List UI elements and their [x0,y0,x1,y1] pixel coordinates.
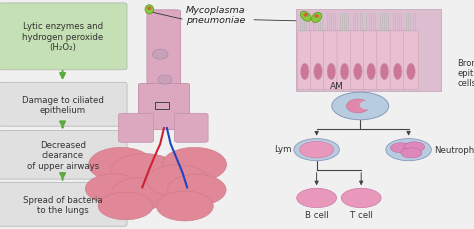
Ellipse shape [380,64,389,80]
Text: Neutrophil: Neutrophil [434,145,474,155]
Text: B cell: B cell [305,210,328,219]
Ellipse shape [162,148,227,182]
Text: Decreased
clearance
of upper airways: Decreased clearance of upper airways [27,140,99,170]
FancyBboxPatch shape [0,4,127,71]
FancyBboxPatch shape [174,114,208,143]
Ellipse shape [85,174,142,204]
FancyBboxPatch shape [0,183,127,226]
FancyBboxPatch shape [390,31,405,90]
Ellipse shape [98,192,153,220]
Ellipse shape [301,12,311,22]
Text: Lytic enzymes and
hydrogen peroxide
(H₂O₂): Lytic enzymes and hydrogen peroxide (H₂O… [22,22,103,52]
Text: Mycoplasma
pneumoniae: Mycoplasma pneumoniae [186,6,246,25]
Ellipse shape [360,101,374,110]
Circle shape [300,142,334,158]
FancyBboxPatch shape [403,31,419,90]
Circle shape [386,139,431,161]
Ellipse shape [110,154,179,190]
Circle shape [404,142,425,152]
Ellipse shape [340,64,349,80]
Ellipse shape [327,64,336,80]
Ellipse shape [303,14,308,18]
FancyBboxPatch shape [364,31,379,90]
FancyBboxPatch shape [147,11,181,93]
FancyBboxPatch shape [0,131,127,179]
FancyBboxPatch shape [350,31,365,90]
FancyBboxPatch shape [337,31,352,90]
Text: T cell: T cell [350,210,373,219]
FancyBboxPatch shape [0,83,127,127]
Circle shape [294,139,339,161]
FancyBboxPatch shape [118,114,154,143]
Ellipse shape [153,50,168,60]
Circle shape [341,188,381,208]
Text: AM: AM [329,82,343,90]
Ellipse shape [301,64,309,80]
FancyBboxPatch shape [138,84,190,130]
Ellipse shape [314,15,319,19]
Circle shape [401,148,422,158]
Text: Damage to ciliated
epithelium: Damage to ciliated epithelium [22,95,104,114]
Text: Lym: Lym [274,144,292,153]
Ellipse shape [156,191,213,221]
Ellipse shape [407,64,415,80]
Ellipse shape [89,148,153,182]
Ellipse shape [158,76,172,85]
Ellipse shape [111,177,173,210]
FancyBboxPatch shape [310,31,326,90]
FancyBboxPatch shape [377,31,392,90]
Circle shape [332,93,389,120]
Ellipse shape [147,165,209,197]
Ellipse shape [311,13,322,23]
Ellipse shape [314,64,322,80]
Ellipse shape [354,64,362,80]
FancyBboxPatch shape [296,10,441,92]
FancyBboxPatch shape [297,31,312,90]
Ellipse shape [346,100,369,113]
FancyBboxPatch shape [324,31,339,90]
Ellipse shape [145,6,154,15]
Ellipse shape [167,174,226,206]
Circle shape [391,143,411,153]
Ellipse shape [367,64,375,80]
Circle shape [297,188,337,208]
Ellipse shape [393,64,402,80]
Ellipse shape [147,7,152,11]
Bar [155,103,169,110]
Text: Bronchial
epithelial
cells: Bronchial epithelial cells [457,58,474,88]
Text: Spread of bacteria
to the lungs: Spread of bacteria to the lungs [23,195,102,214]
